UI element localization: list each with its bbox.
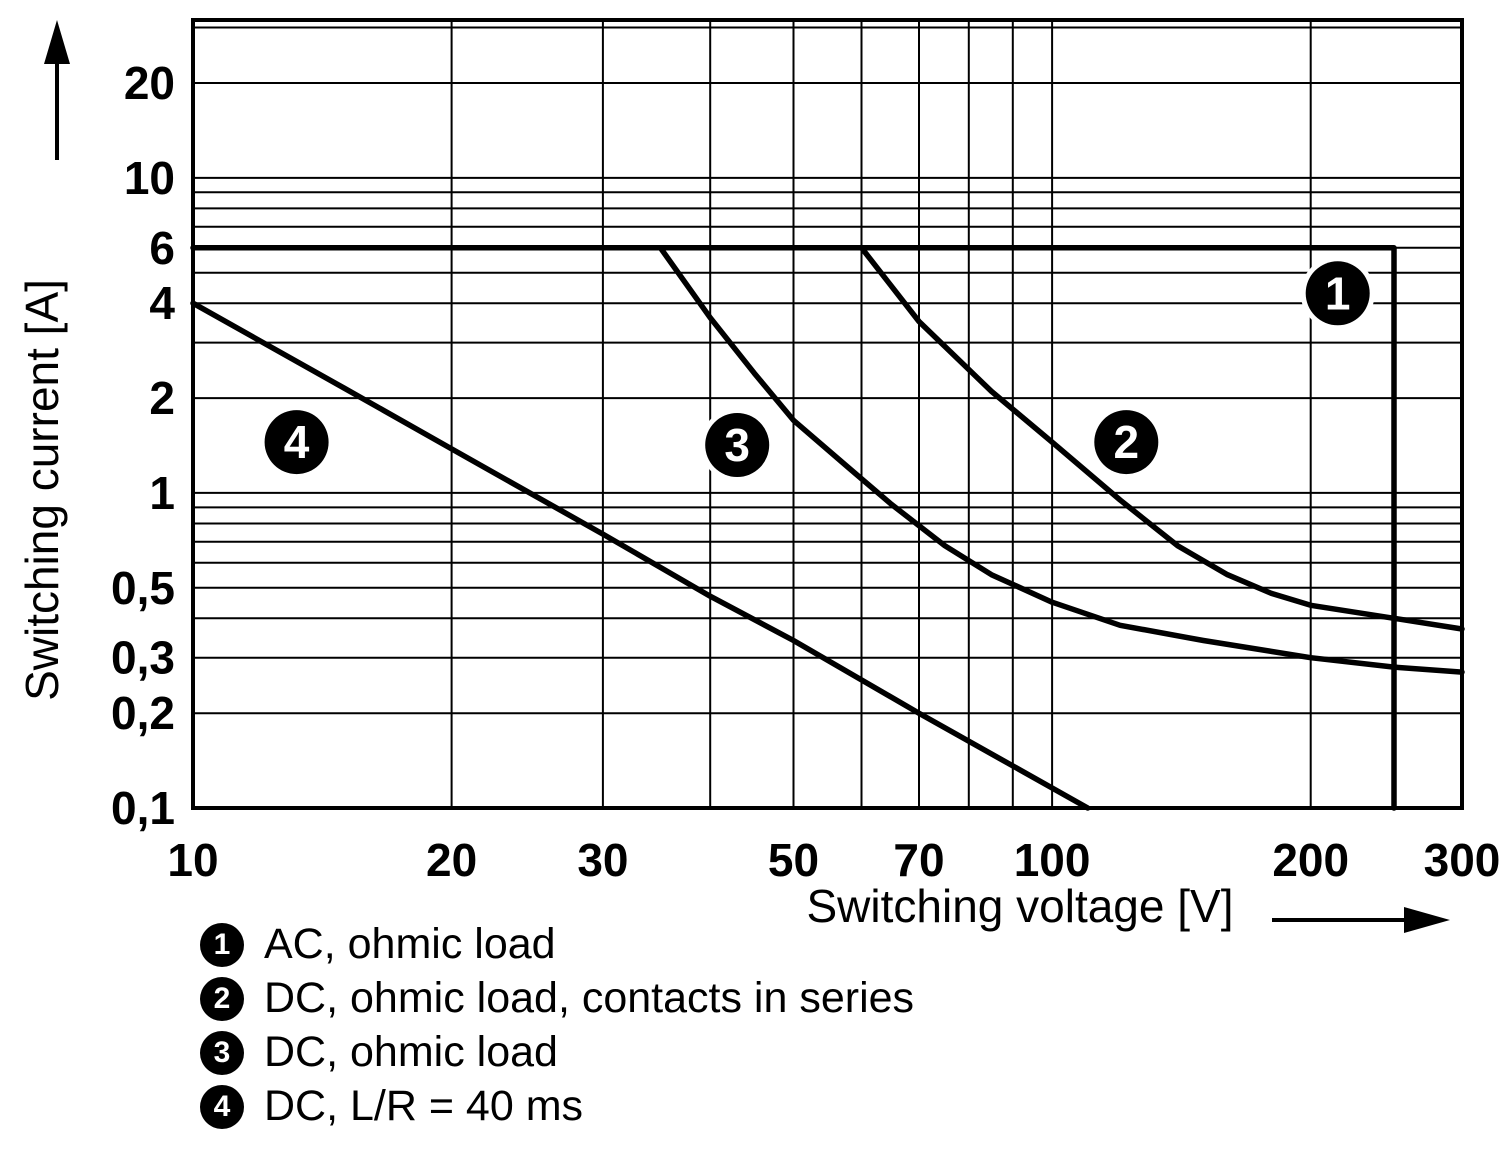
x-tick-label: 20 (426, 834, 477, 886)
x-tick-label: 50 (768, 834, 819, 886)
y-tick-label: 20 (124, 57, 175, 109)
marker-circle (1094, 410, 1159, 475)
y-tick-label: 6 (149, 222, 175, 274)
gridlines (192, 20, 1463, 809)
y-tick-label: 0,1 (111, 782, 175, 834)
legend-label: DC, ohmic load, contacts in series (264, 974, 915, 1022)
y-tick-label: 0,5 (111, 562, 175, 614)
legend-badge-1: 1 (200, 922, 244, 967)
legend-badge-2: 2 (200, 976, 244, 1021)
y-tick-label: 10 (124, 152, 175, 204)
marker-circle (1305, 261, 1370, 326)
y-axis-arrow-head (44, 20, 70, 64)
curve-marker-3: 3 (700, 408, 775, 482)
x-tick-label: 300 (1424, 834, 1500, 886)
legend-badge-4: 4 (200, 1084, 244, 1129)
marker-number: 1 (1325, 267, 1351, 319)
marker-number: 4 (284, 416, 310, 468)
x-axis-arrow-head (1404, 907, 1450, 933)
legend-item-4: 4 DC, L/R = 40 ms (200, 1082, 914, 1130)
curve-marker-4: 4 (259, 405, 334, 480)
marker-number: 2 (1114, 416, 1140, 468)
curve-marker-2: 2 (1089, 405, 1164, 480)
marker-circle (264, 410, 329, 475)
legend-label: DC, ohmic load (264, 1028, 558, 1076)
x-tick-label: 100 (1014, 834, 1091, 886)
y-tick-label: 0,3 (111, 632, 175, 684)
curve-marker-1: 1 (1300, 256, 1375, 331)
y-tick-label: 1 (149, 467, 175, 519)
legend-item-1: 1 AC, ohmic load (200, 920, 914, 968)
y-tick-label: 0,2 (111, 687, 175, 739)
x-tick-labels: 10 20 30 50 70 100 200 300 (167, 834, 1500, 886)
legend-item-2: 2 DC, ohmic load, contacts in series (200, 974, 915, 1022)
y-axis-title: Switching current [A] (16, 279, 68, 701)
legend: 1 AC, ohmic load 2 DC, ohmic load, contacts… (200, 920, 915, 1130)
plot-border (191, 18, 1464, 810)
marker-number: 3 (724, 419, 750, 471)
x-tick-label: 200 (1272, 834, 1349, 886)
legend-badge-3: 3 (200, 1030, 244, 1075)
curve-1 (190, 245, 1397, 811)
curve-4 (190, 300, 1091, 811)
x-tick-label: 70 (893, 834, 944, 886)
y-tick-label: 4 (149, 277, 175, 329)
curve-3 (657, 245, 1465, 675)
x-tick-label: 10 (167, 834, 218, 886)
axis-arrows (44, 20, 1450, 933)
y-tick-label: 2 (149, 372, 175, 424)
x-axis-title: Switching voltage [V] (806, 880, 1233, 932)
legend-item-3: 3 DC, ohmic load (200, 1028, 914, 1076)
legend-label: AC, ohmic load (264, 920, 556, 968)
marker-circle (705, 413, 770, 477)
legend-label: DC, L/R = 40 ms (264, 1082, 584, 1130)
x-tick-label: 30 (577, 834, 628, 886)
curve-2 (858, 245, 1465, 632)
y-tick-labels: 20 10 64 2 1 0,5 0,30,2 0,1 (111, 57, 175, 834)
